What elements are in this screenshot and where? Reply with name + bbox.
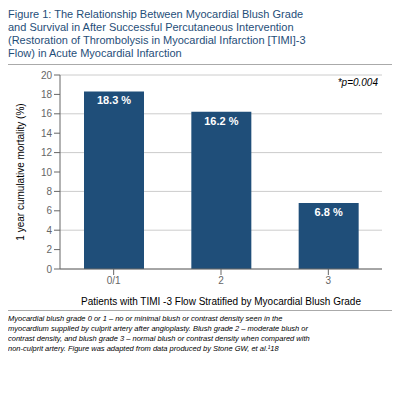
html-text:and Survival in After Successf: and Survival in After Successful Percuta… <box>8 21 294 33</box>
svg-text:2: 2 <box>218 275 224 286</box>
svg-text:10: 10 <box>41 167 53 178</box>
svg-text:0: 0 <box>46 264 52 275</box>
svg-text:4: 4 <box>46 225 52 236</box>
svg-text:8: 8 <box>46 186 52 197</box>
html-text:Figure 1: The Relationship Bet: Figure 1: The Relationship Between Myoca… <box>8 8 304 20</box>
html-text:Flow) in Acute Myocardial Infa: Flow) in Acute Myocardial Infarction <box>8 47 182 59</box>
svg-text:6.8 %: 6.8 % <box>315 206 343 218</box>
svg-text:12: 12 <box>41 147 53 158</box>
html-text:non-culprit artery. Figure was: non-culprit artery. Figure was adapted f… <box>8 344 279 353</box>
svg-text:0/1: 0/1 <box>107 275 121 286</box>
svg-text:18: 18 <box>41 89 53 100</box>
svg-text:2: 2 <box>46 244 52 255</box>
svg-text:1 year cumulative mortality (%: 1 year cumulative mortality (%) <box>15 103 26 240</box>
svg-text:18.3 %: 18.3 % <box>97 94 131 106</box>
html-text:contrast density, and blush gr: contrast density, and blush grade 3 – no… <box>8 334 310 343</box>
svg-text:3: 3 <box>326 275 332 286</box>
svg-text:14: 14 <box>41 128 53 139</box>
html-text:myocardium supplied by culprit: myocardium supplied by culprit artery af… <box>8 324 308 333</box>
svg-text:16: 16 <box>41 108 53 119</box>
svg-text:Patients with TIMI -3 Flow Str: Patients with TIMI -3 Flow Stratified by… <box>81 296 361 307</box>
svg-text:6: 6 <box>46 205 52 216</box>
svg-text:20: 20 <box>41 70 53 81</box>
html-text:(Restoration of Thrombolysis i: (Restoration of Thrombolysis in Myocardi… <box>8 34 306 46</box>
html-text:Myocardial blush grade 0 or 1: Myocardial blush grade 0 or 1 – no or mi… <box>8 314 283 323</box>
html-text:*p=0.004: *p=0.004 <box>337 77 378 88</box>
svg-text:16.2 %: 16.2 % <box>204 115 238 127</box>
